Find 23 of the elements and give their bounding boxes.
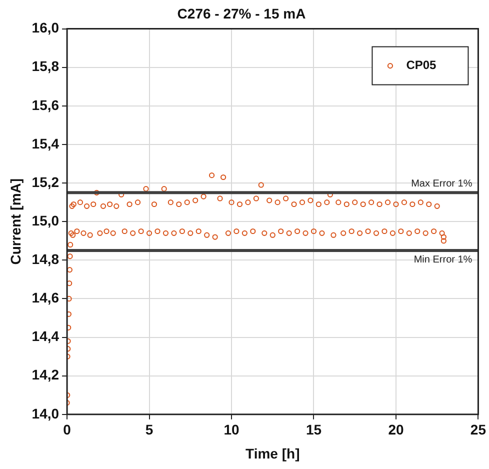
- y-tick-label: 15,2: [32, 174, 60, 190]
- x-tick-label: 15: [306, 422, 322, 438]
- y-tick-label: 14,2: [32, 366, 60, 383]
- y-tick-label: 15,6: [32, 96, 60, 113]
- y-tick-label: 15,0: [32, 212, 60, 228]
- y-tick-label: 14,8: [32, 251, 60, 268]
- chart-title: C276 - 27% - 15 mA: [177, 5, 306, 22]
- x-tick-label: 0: [63, 422, 72, 438]
- x-tick-label: 25: [470, 422, 486, 438]
- y-tick-label: 15,8: [32, 58, 60, 74]
- y-tick-label: 14,4: [32, 328, 60, 344]
- x-axis-title: Time [h]: [246, 445, 300, 462]
- legend-label: CP05: [406, 58, 437, 72]
- x-tick-label: 10: [224, 422, 240, 438]
- ref-line-label: Min Error 1%: [414, 254, 472, 266]
- ref-line-label: Max Error 1%: [411, 178, 472, 190]
- x-tick-label: 5: [145, 422, 154, 438]
- y-tick-label: 14,6: [32, 290, 60, 306]
- x-tick-label: 20: [388, 422, 404, 438]
- y-axis-title: Current [mA]: [7, 178, 24, 265]
- y-tick-label: 15,4: [32, 135, 60, 152]
- y-tick-label: 16,0: [32, 20, 60, 36]
- y-tick-label: 14,0: [32, 405, 60, 422]
